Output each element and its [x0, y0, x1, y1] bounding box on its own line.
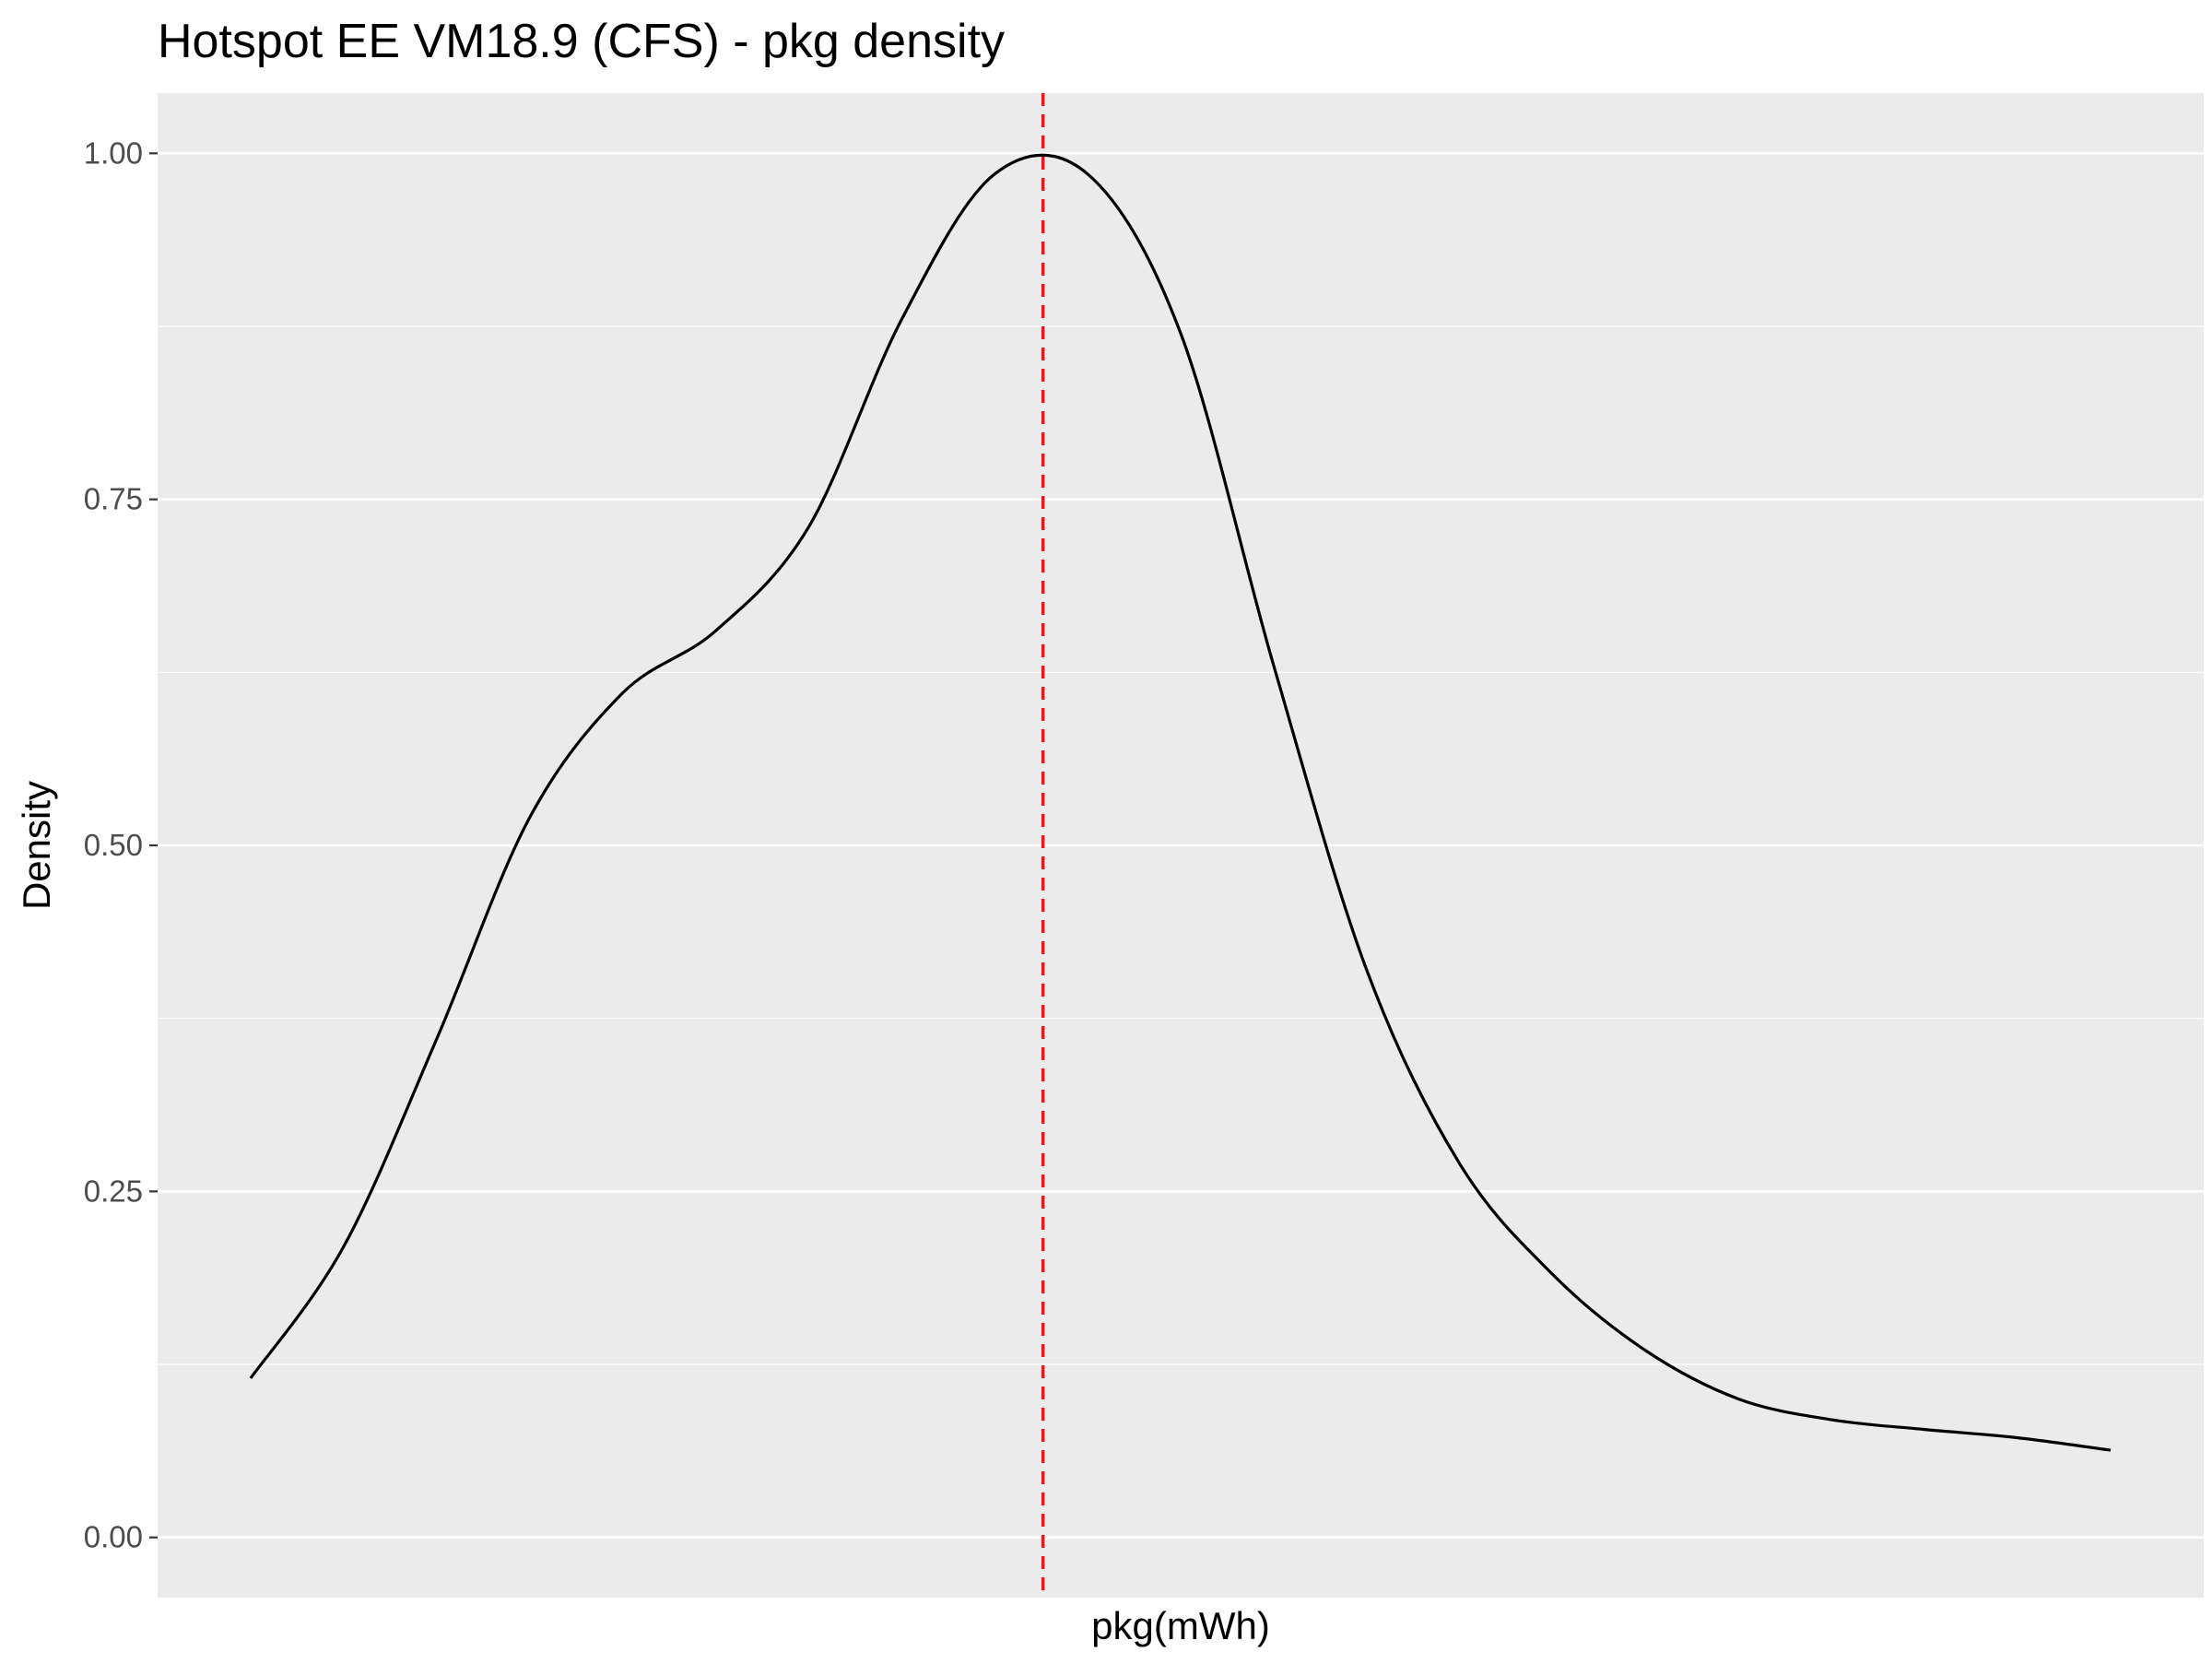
major-gridlines [158, 152, 2204, 1539]
x-axis-title: pkg(mWh) [1091, 1604, 1270, 1647]
y-tick-label: 0.00 [84, 1520, 143, 1554]
chart-title: Hotspot EE VM18.9 (CFS) - pkg density [158, 15, 1005, 68]
minor-gridlines [158, 325, 2204, 1365]
y-tick-label: 0.75 [84, 482, 143, 516]
y-tick-label: 0.50 [84, 828, 143, 862]
y-tick-label: 0.25 [84, 1174, 143, 1208]
y-axis-ticks [149, 152, 158, 1539]
density-curve [249, 153, 2112, 1452]
y-axis-tick-labels: 0.00 0.25 0.50 0.75 1.00 [84, 136, 143, 1553]
y-axis-title: Density [15, 781, 58, 910]
y-tick-label: 1.00 [84, 136, 143, 170]
